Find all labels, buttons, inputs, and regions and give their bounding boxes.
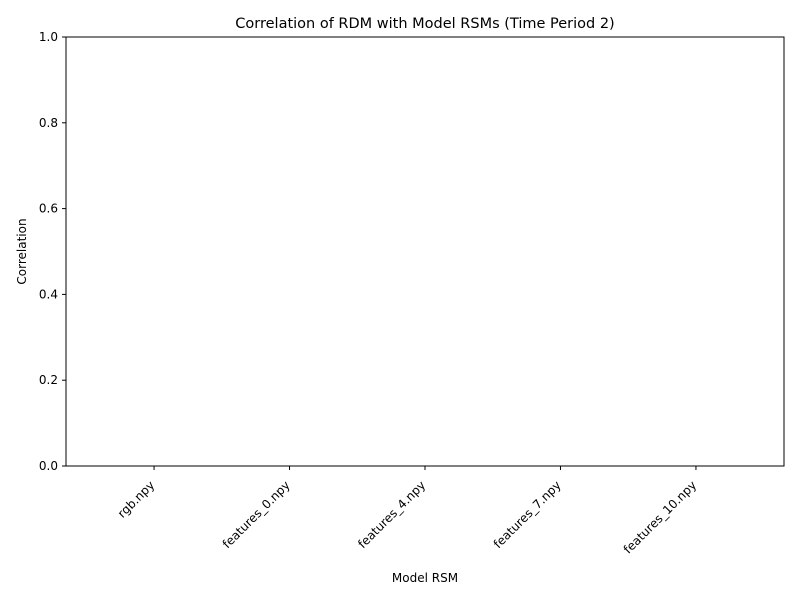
y-tick-label: 0.8 <box>39 116 58 130</box>
y-axis-label: Correlation <box>15 218 29 284</box>
chart-title: Correlation of RDM with Model RSMs (Time… <box>235 16 614 32</box>
y-axis-ticks: 0.0 0.2 0.4 0.6 0.8 1.0 <box>39 30 66 473</box>
y-tick-label: 1.0 <box>39 30 58 44</box>
y-tick-label: 0.4 <box>39 287 58 301</box>
y-tick-label: 0.0 <box>39 459 58 473</box>
x-axis-label: Model RSM <box>392 571 458 585</box>
y-tick-label: 0.6 <box>39 202 58 216</box>
y-tick-label: 0.2 <box>39 373 58 387</box>
